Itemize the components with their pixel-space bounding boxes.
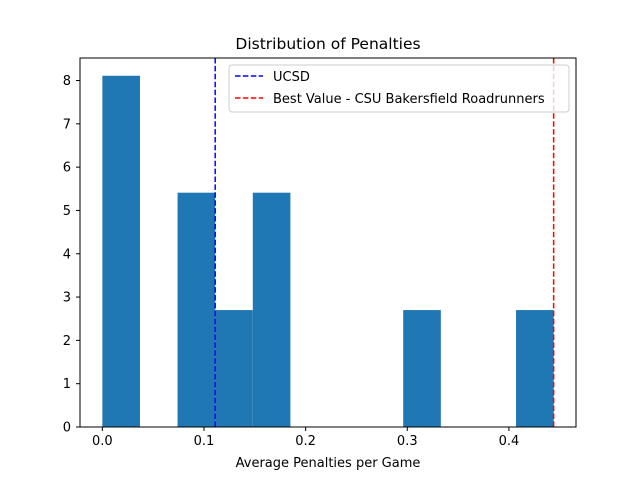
histogram-bar xyxy=(403,310,441,427)
bars-group xyxy=(102,75,554,427)
x-tick-label: 0.2 xyxy=(295,434,316,449)
legend-label-best-value: Best Value - CSU Bakersfield Roadrunners xyxy=(273,92,545,107)
legend: UCSD Best Value - CSU Bakersfield Roadru… xyxy=(228,64,570,113)
plot-frame xyxy=(79,57,577,428)
y-axis-ticks: 0 1 2 3 4 5 6 7 8 xyxy=(63,74,80,436)
y-tick-label: 4 xyxy=(63,247,71,262)
legend-label-ucsd: UCSD xyxy=(273,70,310,85)
x-tick-label: 0.1 xyxy=(194,434,215,449)
histogram-bar xyxy=(177,192,216,427)
y-tick-label: 5 xyxy=(63,204,71,219)
y-tick-label: 7 xyxy=(63,117,71,132)
y-tick-label: 3 xyxy=(63,291,71,306)
x-axis-label: Average Penalties per Game xyxy=(236,456,421,471)
reference-lines-group xyxy=(214,58,555,427)
y-tick-label: 6 xyxy=(63,161,71,176)
legend-frame xyxy=(228,64,570,113)
y-tick-label: 8 xyxy=(63,74,71,89)
histogram-bar xyxy=(215,310,253,427)
y-tick-label: 2 xyxy=(63,334,71,349)
histogram-bar xyxy=(516,310,554,427)
histogram-bar xyxy=(102,75,140,427)
chart-title: Distribution of Penalties xyxy=(235,35,420,53)
x-tick-label: 0.4 xyxy=(499,434,520,449)
y-tick-label: 0 xyxy=(63,421,71,436)
y-tick-label: 1 xyxy=(63,377,71,392)
x-tick-label: 0.0 xyxy=(92,434,113,449)
histogram-bar xyxy=(252,192,291,427)
x-axis-ticks: 0.0 0.1 0.2 0.3 0.4 xyxy=(92,427,519,449)
x-tick-label: 0.3 xyxy=(397,434,418,449)
